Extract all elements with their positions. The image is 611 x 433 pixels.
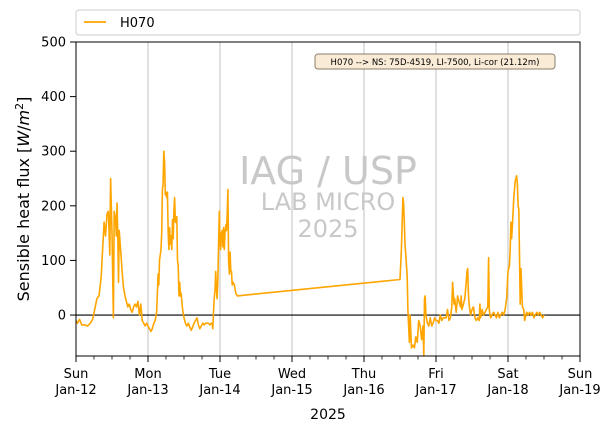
annotation-text: H070 --> NS: 75D-4519, LI-7500, Li-cor (… [331, 58, 540, 68]
x-tick-label-day: Thu [351, 367, 376, 382]
y-axis-title-close: ] [14, 97, 33, 103]
y-tick-label: 500 [41, 36, 66, 51]
x-tick-label-day: Tue [208, 367, 231, 382]
legend: H070 [75, 9, 581, 36]
x-tick-label-day: Wed [278, 367, 306, 382]
annotation: H070 --> NS: 75D-4519, LI-7500, Li-cor (… [314, 53, 556, 70]
x-tick-label-day: Fri [428, 367, 444, 382]
y-axis-title-W: W [14, 130, 33, 147]
watermark-line-1: IAG / USP [239, 149, 417, 193]
x-tick-label-day: Mon [134, 367, 161, 382]
y-tick-label: 400 [41, 90, 66, 105]
x-axis-title: 2025 [310, 407, 346, 423]
y-axis-title-m: m [14, 110, 33, 126]
y-tick-label: 200 [41, 199, 66, 214]
x-tick-label-date: Jan-13 [126, 383, 168, 398]
x-axis: SunJan-12MonJan-13TueJan-14WedJan-15ThuJ… [54, 356, 601, 398]
x-tick-label-day: Sat [497, 367, 518, 382]
gridlines [147, 42, 509, 356]
legend-frame [75, 9, 581, 36]
x-tick-label-date: Jan-18 [486, 383, 528, 398]
x-tick-label-day: Sun [568, 367, 593, 382]
watermark: IAG / USP LAB MICRO 2025 [239, 149, 417, 243]
x-tick-label-date: Jan-12 [54, 383, 96, 398]
x-tick-label-date: Jan-14 [198, 383, 240, 398]
y-axis-title-main: Sensible heat flux [14, 153, 33, 301]
y-tick-label: 300 [41, 145, 66, 160]
series-layer [76, 150, 545, 356]
y-tick-label: 100 [41, 254, 66, 269]
annotation-box [314, 53, 556, 70]
series-line-h070 [76, 150, 545, 356]
x-tick-label-date: Jan-15 [270, 383, 312, 398]
watermark-line-3: 2025 [297, 215, 358, 243]
x-tick-label-date: Jan-16 [342, 383, 384, 398]
y-axis-title-open: [ [14, 147, 33, 153]
legend-label-h070: H070 [120, 16, 155, 31]
y-axis-title: Sensible heat flux [W/m2] [13, 97, 34, 302]
y-tick-label: 0 [58, 309, 66, 324]
y-axis: 0 100 200 300 400 500 [41, 36, 76, 324]
y-axis-title-slash: / [14, 125, 33, 131]
x-tick-label-date: Jan-17 [414, 383, 456, 398]
x-tick-label-day: Sun [64, 367, 89, 382]
y-axis-title-exp: 2 [13, 103, 26, 110]
x-tick-label-date: Jan-19 [558, 383, 600, 398]
watermark-line-2: LAB MICRO [261, 188, 396, 216]
